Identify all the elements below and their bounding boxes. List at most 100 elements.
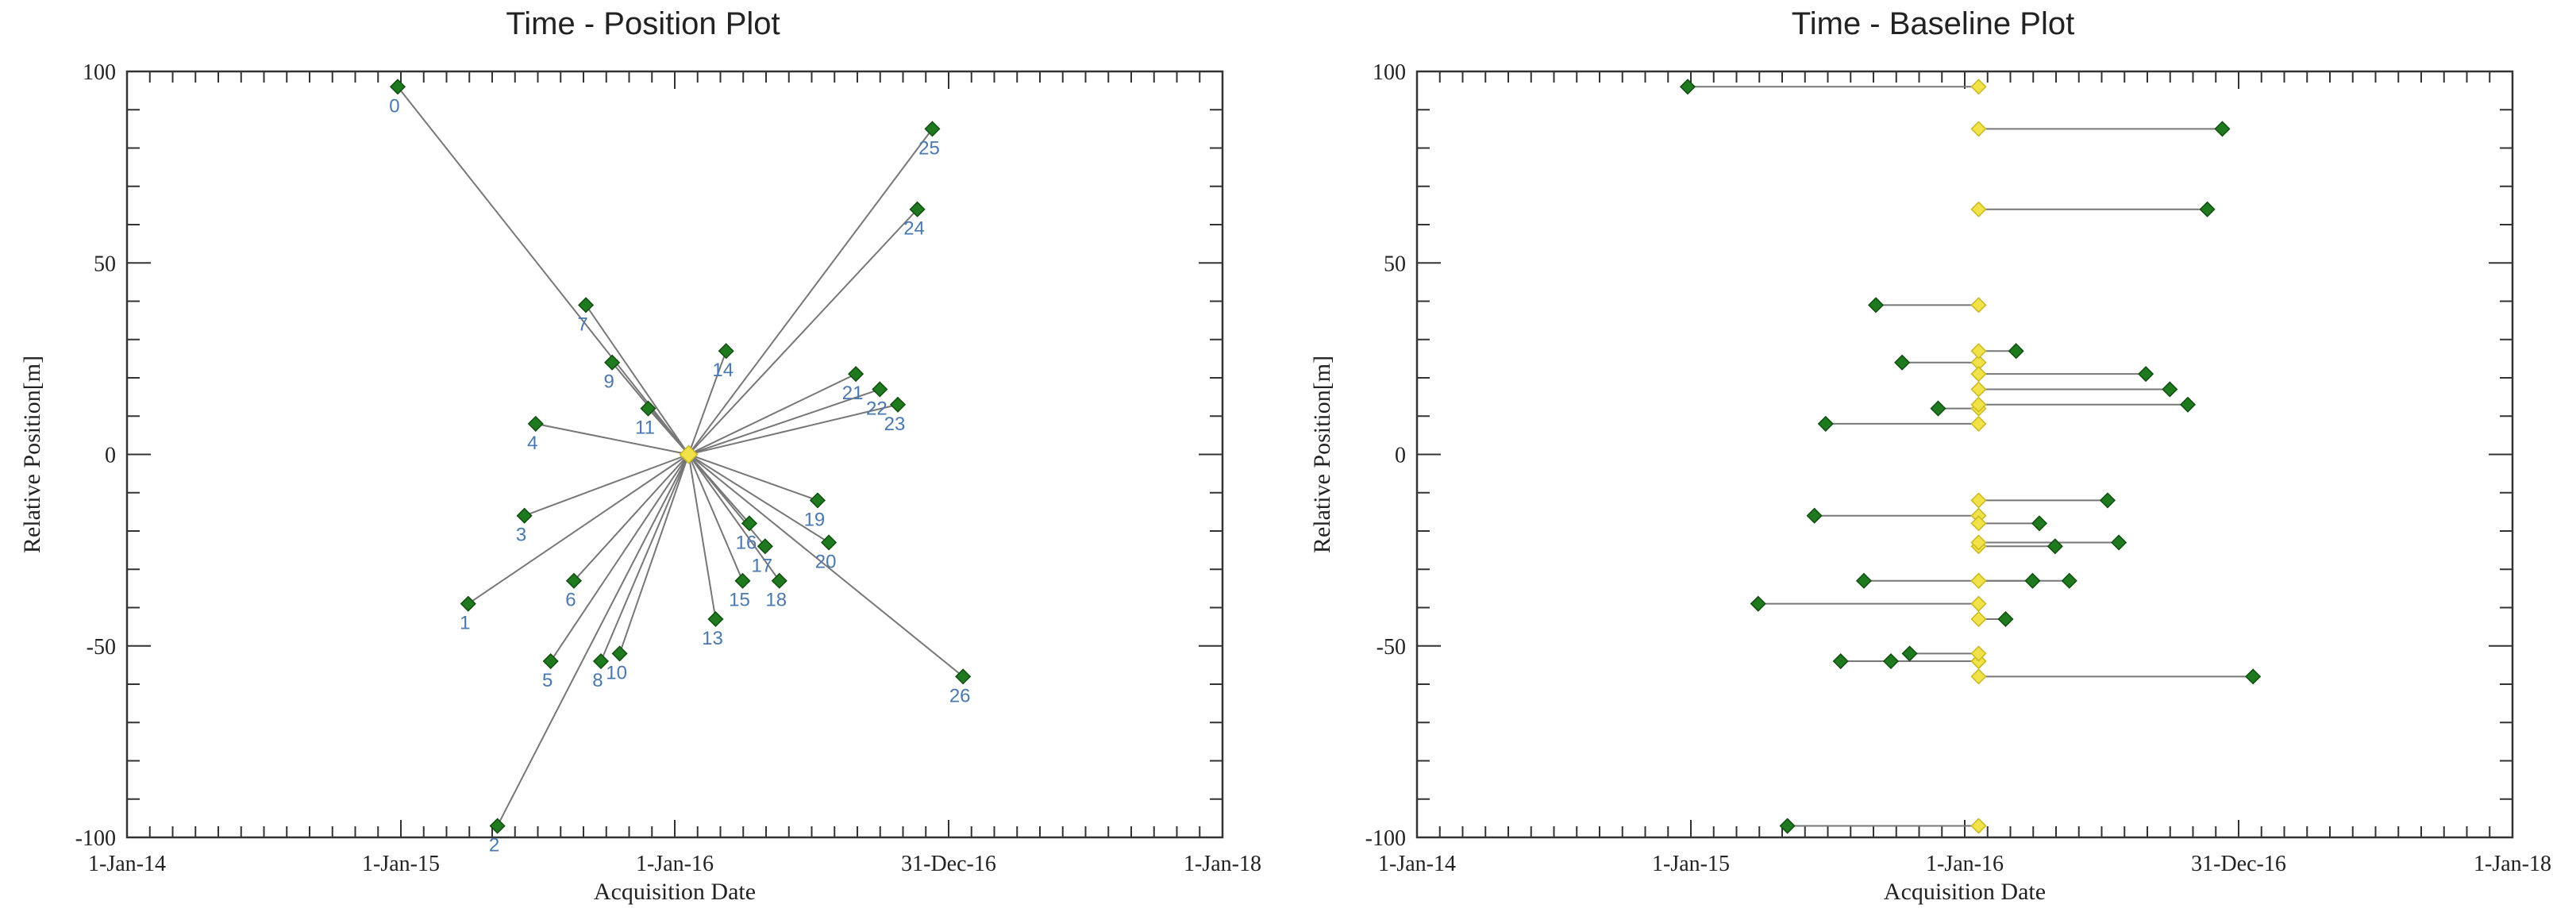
slave-point [2179, 396, 2197, 413]
connector-line [573, 453, 690, 582]
y-tick-label: 50 [1384, 252, 1406, 276]
point-label: 7 [577, 314, 587, 335]
connector-line [618, 454, 690, 654]
connector-line [687, 453, 766, 547]
slave-point [848, 366, 864, 383]
slave-point [578, 297, 595, 314]
point-label: 21 [842, 383, 864, 404]
point-label: 24 [903, 218, 925, 240]
chart-title: Time - Baseline Plot [1791, 6, 2075, 41]
x-tick-label: 1-Jan-18 [2474, 852, 2551, 876]
x-tick-label: 1-Jan-15 [1652, 852, 1730, 876]
slave-point [1868, 297, 1885, 314]
master-point [1970, 534, 1987, 551]
slave-point [1806, 507, 1823, 524]
master-point [1970, 121, 1987, 137]
slave-point [1901, 645, 1918, 662]
slave-point [640, 400, 657, 417]
connector-line [687, 209, 918, 456]
plot-frame [1415, 70, 2514, 839]
x-tick-label: 1-Jan-16 [636, 852, 714, 876]
slave-point [889, 396, 907, 413]
point-label: 2 [489, 835, 499, 856]
time-baseline-plot-area: 1-Jan-14 1-Jan-15 1-Jan-16 31-Dec-16 1-Jan-1… [1309, 60, 2551, 905]
connector-line [687, 453, 964, 678]
master-point [1970, 668, 1987, 685]
point-label: 13 [702, 628, 723, 649]
slave-point [2214, 121, 2231, 137]
point-label: 11 [635, 418, 655, 439]
master-point [1970, 415, 1987, 432]
master-point [1970, 79, 1987, 95]
connector-line [687, 128, 934, 456]
master-point [1970, 515, 1987, 532]
x-axis-label: Acquisition Date [1884, 879, 2046, 905]
point-label: 10 [606, 662, 627, 683]
slave-point [707, 610, 724, 628]
slave-point [1817, 415, 1834, 432]
y-tick-label: 50 [94, 252, 116, 276]
y-tick-label: 0 [1395, 444, 1406, 468]
slave-point [741, 515, 758, 532]
slave-point [2024, 572, 2041, 589]
connector-line [535, 422, 689, 456]
master-point [1970, 492, 1987, 509]
slave-point [2061, 572, 2077, 589]
connector-line [688, 453, 818, 502]
connector-line [549, 453, 690, 662]
plot-frame [125, 70, 1224, 839]
connector-line [647, 407, 690, 456]
y-tick-label: 100 [83, 60, 116, 85]
point-label: 16 [736, 532, 757, 553]
point-label: 26 [949, 685, 971, 706]
point-label: 14 [712, 360, 734, 381]
connector-line [687, 454, 717, 620]
time-position-plot: Time - Position Plot 1-Jan-14 1-Jan-15 1-J… [0, 0, 1286, 912]
slave-point [1997, 610, 2014, 628]
point-label: 20 [815, 551, 837, 572]
y-tick-label: -50 [1377, 635, 1406, 660]
point-label: 6 [565, 590, 576, 611]
x-tick-label: 1-Jan-16 [1926, 852, 2004, 876]
slave-point [872, 381, 888, 398]
slave-point [909, 201, 926, 217]
y-axis-label: Relative Position[m] [19, 356, 45, 553]
slave-point [2047, 538, 2063, 555]
slave-point [542, 652, 559, 670]
slave-point [718, 343, 734, 360]
connector-line [468, 453, 690, 605]
connector-line [397, 86, 690, 456]
connector-line [585, 304, 690, 456]
connector-line [688, 373, 857, 456]
master-point [1970, 645, 1987, 662]
slave-point [2008, 343, 2024, 360]
slave-point [771, 572, 787, 589]
master-point [1970, 595, 1987, 612]
point-label: 0 [389, 95, 399, 117]
point-label: 17 [751, 555, 772, 576]
y-tick-label: -100 [75, 826, 116, 851]
slave-point [2031, 515, 2048, 532]
slave-point [565, 572, 583, 589]
x-tick-label: 1-Jan-18 [1184, 852, 1261, 876]
slave-point [809, 492, 826, 509]
x-tick-label: 31-Dec-16 [901, 852, 996, 876]
y-tick-label: -100 [1365, 826, 1406, 851]
slave-point [2245, 668, 2262, 685]
slave-point [2111, 534, 2127, 551]
point-label: 1 [460, 613, 470, 634]
point-label: 3 [516, 525, 526, 546]
chart-title: Time - Position Plot [506, 6, 780, 41]
x-tick-label: 1-Jan-15 [362, 852, 440, 876]
point-label: 4 [527, 433, 537, 454]
slave-point [2099, 492, 2116, 509]
master-point [1970, 366, 1987, 383]
slave-point [516, 507, 533, 524]
connector-line [687, 453, 830, 544]
slave-point [757, 538, 773, 555]
master-point [1970, 343, 1987, 360]
slave-point [460, 595, 476, 612]
x-tick-label: 1-Jan-14 [1378, 852, 1456, 876]
y-axis-label: Relative Position[m] [1309, 356, 1335, 553]
master-point [1970, 297, 1987, 314]
